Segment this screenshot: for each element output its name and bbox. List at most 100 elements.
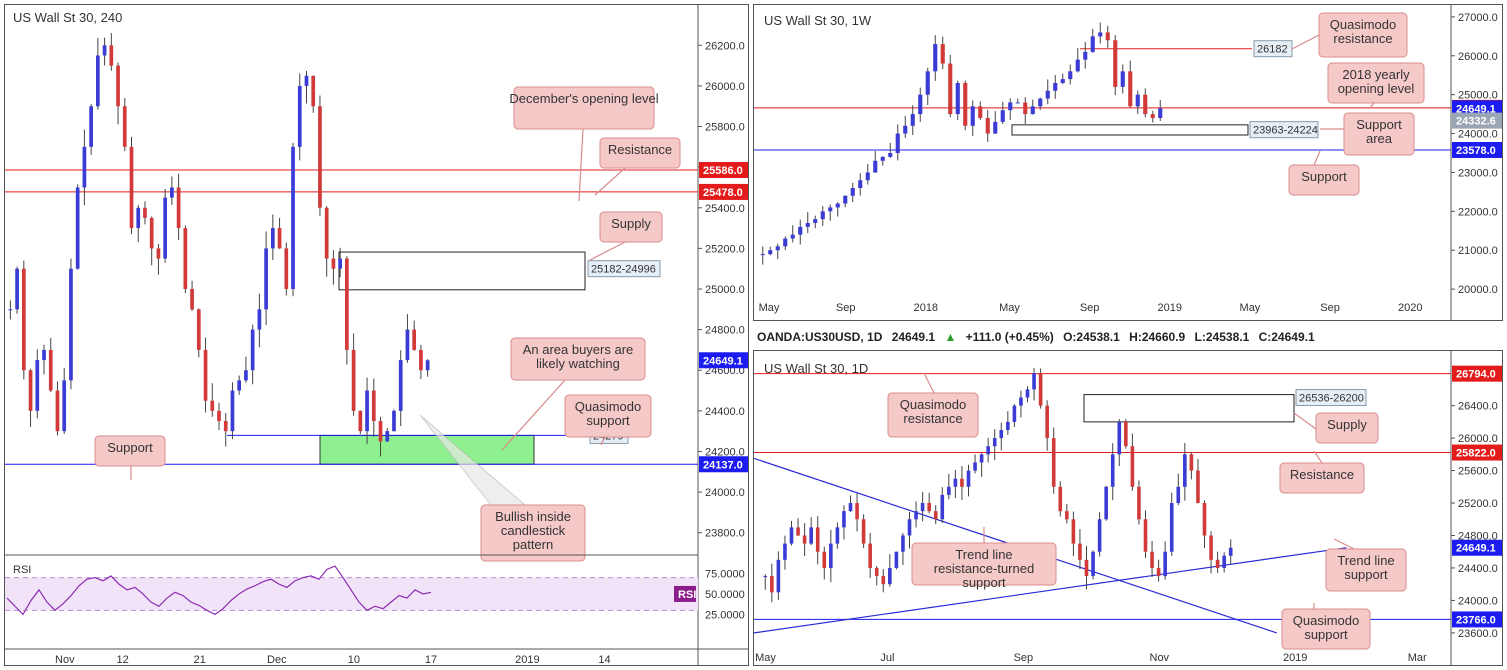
daily-chart[interactable]: US Wall St 30, 1D 26400.0 26000.0 25600.0 25… [754, 351, 1503, 666]
annotation-supply-pointer [1293, 412, 1317, 430]
y-tick-label: 27000.0 [1458, 12, 1498, 24]
annotation-quasimodo-support-pointer [600, 436, 606, 446]
y-tick-label: 24000.0 [1458, 595, 1498, 607]
candle-body [1128, 71, 1133, 107]
annotation-support-box [1288, 164, 1360, 196]
candle-body [62, 380, 67, 432]
candle-body [1110, 454, 1115, 487]
weekly-chart[interactable]: US Wall St 30, 1W 27000.026000.025000.024… [754, 5, 1503, 321]
price-tag-bg [1452, 100, 1502, 117]
annotation-quasimodo-support: Quasimodo [575, 399, 641, 414]
candle-body [89, 106, 93, 147]
candle-body [888, 567, 892, 585]
price-tag: 25478.0 [703, 187, 743, 199]
ohlc-bar: OANDA:US30USD, 1D 24649.1 ▲ +111.0 (+0.4… [757, 330, 1321, 344]
candle-body [873, 160, 878, 173]
weekly-chart-panel[interactable]: US Wall St 30, 1W 27000.0 26000.0 25000.0 24… [753, 4, 1503, 321]
price-tag-bg [1452, 539, 1502, 556]
candle-body [907, 519, 912, 536]
candle-body [815, 527, 820, 552]
x-tick-label: Sep [1320, 302, 1340, 314]
candle-body [940, 44, 945, 64]
candle-body [96, 55, 100, 107]
candle-body [822, 551, 827, 568]
candle-body [783, 238, 788, 247]
x-tick-label: 12 [117, 654, 129, 666]
candle-body [392, 410, 396, 432]
candle-body [1084, 559, 1089, 577]
h4-chart[interactable]: US Wall St 30, 240 26200.0 26000.0 25800.0 2… [5, 5, 749, 666]
candle-body [861, 519, 866, 544]
candle-body [1025, 389, 1030, 398]
chart-title: US Wall St 30, 1W [764, 13, 872, 28]
y-tick-label: 25800.0 [705, 122, 745, 134]
trend-line [754, 547, 1347, 634]
y-tick-label: 24200.0 [705, 446, 745, 458]
candle-body [770, 576, 774, 593]
annotation-bullish-inside: Bullish inside [495, 509, 571, 524]
candle-body [848, 503, 853, 512]
candle-body [129, 146, 134, 229]
annotation-support-area: area [1366, 131, 1393, 146]
candle-body [1137, 486, 1141, 520]
annotation-buyers-area-box [510, 337, 646, 381]
x-tick-label: 2018 [914, 302, 938, 314]
annotation-trendline-support-pointer [1333, 538, 1355, 550]
candle-body [102, 45, 107, 56]
candle-body [979, 454, 984, 463]
annotation-supply-box [1315, 412, 1379, 444]
annotation-yearly-open-box [1327, 62, 1425, 104]
candle-body [244, 370, 248, 381]
price-tag-bg [1452, 444, 1502, 461]
annotation-support-pointer [1313, 150, 1321, 166]
candle-body [1113, 40, 1118, 87]
candle-body [1156, 567, 1161, 577]
y-tick-label: 24400.0 [705, 406, 745, 418]
y-tick-label: 22000.0 [1458, 206, 1498, 218]
supply-zone-label: 26536-26200 [1299, 393, 1364, 405]
annotation-supply: Supply [611, 216, 651, 231]
candle-body [865, 172, 870, 181]
candle-body [116, 65, 120, 107]
candle-body [183, 228, 188, 289]
daily-chart-panel[interactable]: US Wall St 30, 1D 26400.0 26000.0 25600.0 25… [753, 350, 1503, 666]
candle-body [304, 75, 309, 86]
candle-body [1058, 486, 1063, 512]
candle-body [910, 114, 915, 126]
chart-background [754, 351, 1502, 665]
annotation-yearly-open: 2018 yearly [1342, 67, 1410, 82]
candle-body [1130, 446, 1135, 487]
candle-body [940, 494, 945, 520]
candle-body [1098, 32, 1103, 37]
y-tick-label: 23800.0 [705, 528, 745, 540]
h4-chart-panel[interactable]: US Wall St 30, 240 26200.0 26000.0 25800.0 2… [4, 4, 749, 666]
x-tick-label: 2019 [1158, 302, 1182, 314]
candle-body [948, 63, 953, 115]
candle-body [768, 250, 773, 255]
price-tag: 23578.0 [1456, 145, 1496, 157]
x-tick-label: 17 [425, 654, 437, 666]
annotation-quasimodo-resistance-pointer [923, 372, 935, 394]
candle-body [953, 478, 958, 487]
candle-body [920, 503, 925, 512]
annotation-december-open-box [513, 86, 655, 130]
candle-body [365, 390, 369, 432]
candle-body [927, 503, 931, 512]
candle-body [1150, 551, 1154, 568]
candle-body [1150, 114, 1155, 118]
annotation-bullish-inside: candlestick [501, 523, 566, 538]
candle-body [42, 349, 46, 361]
annotation-trendline-resistance-support: support [962, 575, 1006, 590]
ohlc-high: H:24660.9 [1129, 330, 1186, 344]
y-tick-label: 25000.0 [705, 284, 745, 296]
candle-body [1163, 551, 1167, 577]
candle-body [1038, 98, 1043, 107]
x-tick-label: Sep [1014, 652, 1034, 664]
candle-body [190, 289, 194, 310]
support-area-zone [1011, 124, 1249, 136]
candle-body [970, 106, 975, 126]
candle-body [835, 527, 840, 544]
candle-body [1083, 51, 1088, 60]
candle-body [855, 503, 859, 520]
candle-body [966, 470, 971, 487]
